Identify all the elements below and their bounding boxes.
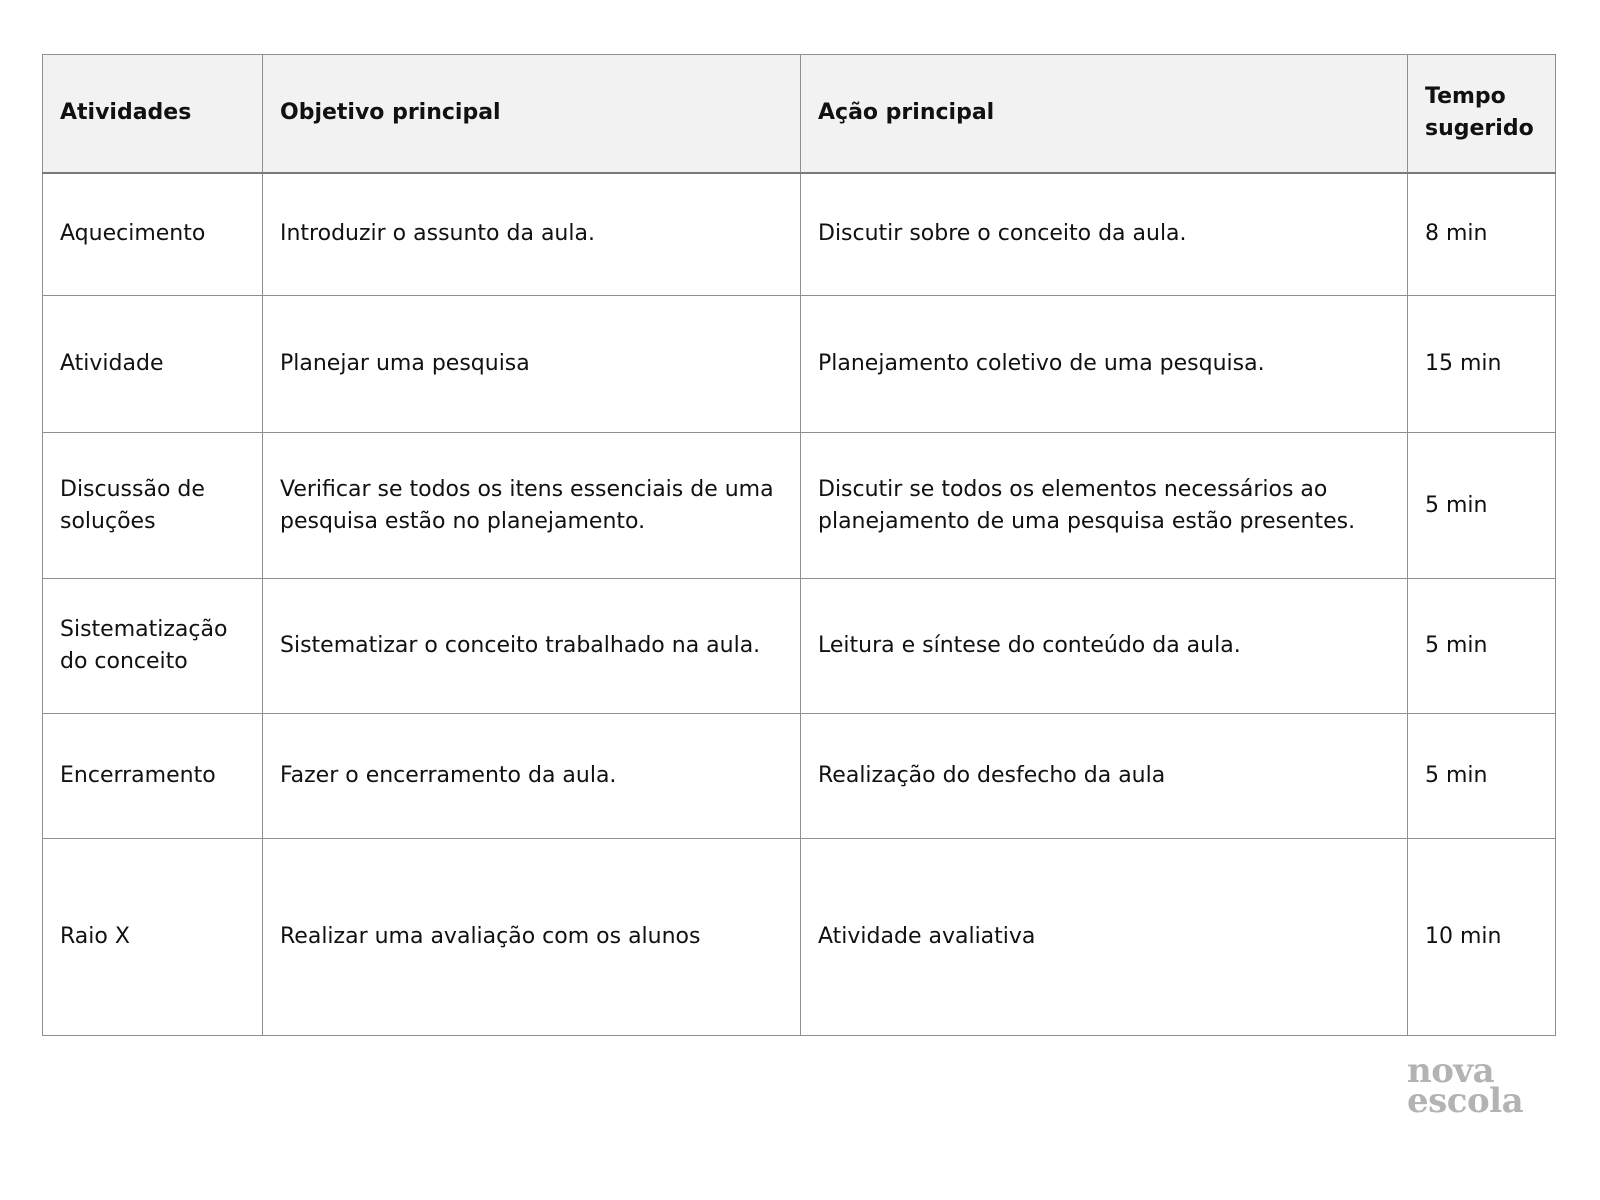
header-tempo-sugerido: Tempo sugerido (1407, 54, 1556, 174)
cell-atividade: Aquecimento (42, 172, 263, 296)
logo-line-2: escola (1407, 1081, 1524, 1121)
table-row: Atividade Planejar uma pesquisa Planejam… (42, 295, 1556, 433)
cell-atividade: Raio X (42, 838, 263, 1036)
cell-objetivo: Fazer o encerramento da aula. (262, 713, 801, 839)
cell-objetivo: Planejar uma pesquisa (262, 295, 801, 433)
cell-acao: Planejamento coletivo de uma pesquisa. (800, 295, 1408, 433)
lesson-plan-table: Atividades Objetivo principal Ação princ… (42, 54, 1556, 1036)
nova-escola-logo: nova escola (1407, 1051, 1524, 1121)
cell-acao: Discutir sobre o conceito da aula. (800, 172, 1408, 296)
cell-atividade: Discussão de soluções (42, 432, 263, 579)
cell-acao: Realização do desfecho da aula (800, 713, 1408, 839)
header-atividades: Atividades (42, 54, 263, 174)
cell-atividade: Atividade (42, 295, 263, 433)
cell-tempo: 8 min (1407, 172, 1556, 296)
cell-objetivo: Realizar uma avaliação com os alunos (262, 838, 801, 1036)
header-acao-principal: Ação principal (800, 54, 1408, 174)
table-row: Encerramento Fazer o encerramento da aul… (42, 713, 1556, 839)
table-row: Discussão de soluções Verificar se todos… (42, 432, 1556, 579)
cell-tempo: 10 min (1407, 838, 1556, 1036)
cell-tempo: 5 min (1407, 713, 1556, 839)
cell-acao: Discutir se todos os elementos necessári… (800, 432, 1408, 579)
header-objetivo-principal: Objetivo principal (262, 54, 801, 174)
header-row: Atividades Objetivo principal Ação princ… (42, 54, 1556, 174)
table-row: Raio X Realizar uma avaliação com os alu… (42, 838, 1556, 1036)
logo-line-1: nova (1407, 1051, 1495, 1091)
cell-tempo: 5 min (1407, 432, 1556, 579)
cell-acao: Atividade avaliativa (800, 838, 1408, 1036)
cell-tempo: 15 min (1407, 295, 1556, 433)
cell-atividade: Sistematização do conceito (42, 578, 263, 714)
cell-objetivo: Introduzir o assunto da aula. (262, 172, 801, 296)
cell-objetivo: Sistematizar o conceito trabalhado na au… (262, 578, 801, 714)
cell-objetivo: Verificar se todos os itens essenciais d… (262, 432, 801, 579)
table-row: Sistematização do conceito Sistematizar … (42, 578, 1556, 714)
cell-acao: Leitura e síntese do conteúdo da aula. (800, 578, 1408, 714)
cell-atividade: Encerramento (42, 713, 263, 839)
cell-tempo: 5 min (1407, 578, 1556, 714)
table-row: Aquecimento Introduzir o assunto da aula… (42, 172, 1556, 296)
